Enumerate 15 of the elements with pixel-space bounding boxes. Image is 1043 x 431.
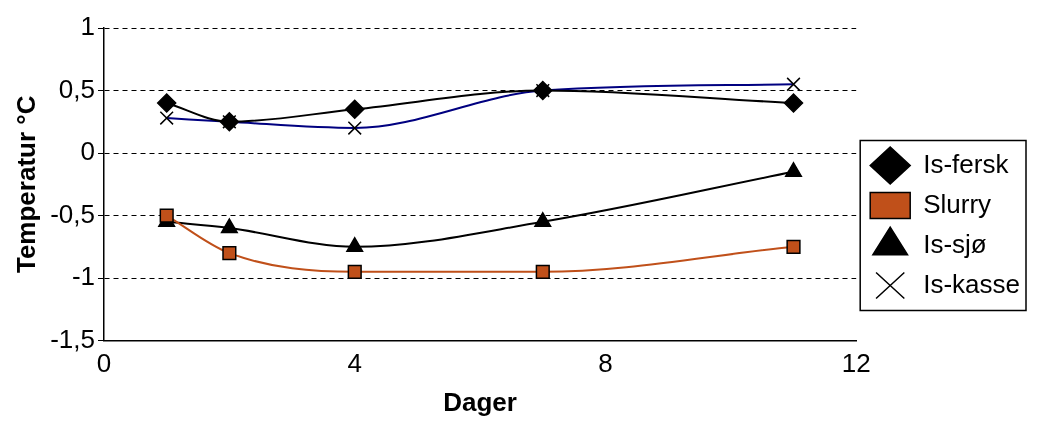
legend-label: Is-kasse: [923, 268, 1021, 299]
x-tick-label: 8: [598, 348, 613, 379]
x-axis-title: Dager: [443, 386, 517, 417]
y-tick-label: -1: [71, 261, 95, 292]
y-tick-label: -1,5: [50, 323, 95, 354]
x-tick-label: 12: [841, 348, 871, 379]
legend-label: Is-fersk: [923, 148, 1010, 179]
legend-label: Slurry: [923, 188, 992, 219]
legend-label: Is-sjø: [923, 228, 987, 259]
y-axis-title: Temperatur °C: [10, 95, 41, 274]
x-tick-label: 4: [347, 348, 362, 379]
y-tick-label: 0,5: [58, 73, 95, 104]
y-tick-label: 0: [80, 136, 95, 167]
y-tick-label: -0,5: [50, 198, 95, 229]
y-tick-label: 1: [80, 11, 95, 42]
